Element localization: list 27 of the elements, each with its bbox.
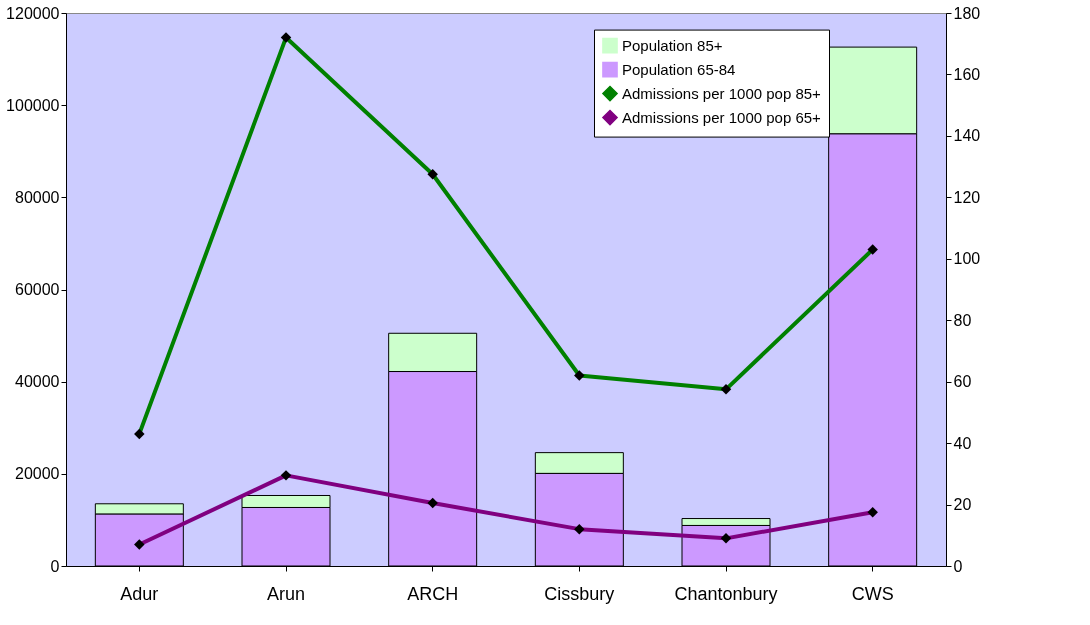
y2-tick-label: 20 bbox=[953, 496, 972, 514]
y2-tick-label: 140 bbox=[953, 127, 981, 145]
y-tick-label: 40000 bbox=[15, 373, 60, 391]
y2-tick-label: 120 bbox=[953, 188, 981, 206]
y-tick-label: 100000 bbox=[6, 96, 60, 114]
y2-tick-label: 40 bbox=[953, 434, 972, 452]
y2-tick-label: 80 bbox=[953, 311, 972, 329]
y2-tick-label: 60 bbox=[953, 373, 972, 391]
y-tick-label: 120000 bbox=[6, 4, 60, 22]
y-tick-label: 80000 bbox=[15, 188, 60, 206]
y2-tick-label: 160 bbox=[953, 65, 981, 83]
x-tick-label: Adur bbox=[120, 583, 159, 604]
y-tick-label: 0 bbox=[50, 557, 60, 575]
y2-tick-label: 180 bbox=[953, 4, 981, 22]
legend-label: Admissions per 1000 pop 85+ bbox=[622, 84, 822, 102]
x-tick-label: Cissbury bbox=[544, 583, 615, 604]
x-tick-label: CWS bbox=[851, 583, 894, 604]
x-tick-label: ARCH bbox=[407, 583, 459, 604]
legend-label: Admissions per 1000 pop 65+ bbox=[622, 108, 822, 126]
legend-label: Population 85+ bbox=[622, 36, 723, 54]
x-tick-label: Chantonbury bbox=[674, 583, 778, 604]
y-tick-label: 20000 bbox=[15, 465, 60, 483]
y2-tick-label: 0 bbox=[953, 557, 963, 575]
y2-tick-label: 100 bbox=[953, 250, 981, 268]
legend-label: Population 65-84 bbox=[622, 60, 736, 78]
x-tick-label: Arun bbox=[266, 583, 306, 604]
y-tick-label: 60000 bbox=[15, 281, 60, 298]
